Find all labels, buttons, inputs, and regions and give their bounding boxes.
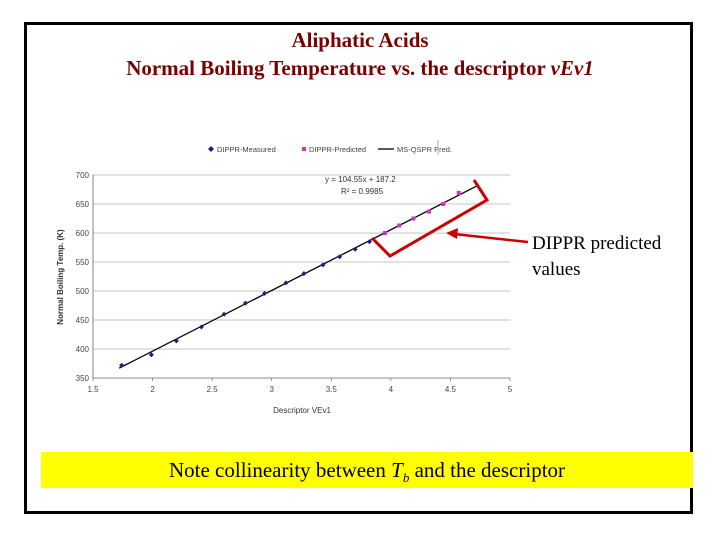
predicted-point: [397, 223, 402, 228]
x-tick-label: 2.5: [207, 385, 219, 394]
note-prefix: Note collinearity between: [168, 458, 392, 482]
measured-point: [337, 254, 343, 260]
note-symbol: T: [391, 458, 403, 482]
chart-tick-labels: 350 400 450 500 550 600 650 700 1.5 2 2.5 3 3.5 4 4.5 5: [76, 171, 513, 394]
callout-line2: values: [532, 259, 581, 280]
note-suffix: and the descriptor: [409, 458, 566, 482]
fit-equation: y = 104.55x + 187.2: [325, 175, 396, 184]
legend-measured-marker: [208, 146, 214, 152]
y-tick-label: 500: [76, 287, 90, 296]
predicted-point: [456, 190, 461, 195]
measured-point: [221, 311, 227, 317]
scatter-chart: 350 400 450 500 550 600 650 700 1.5 2 2.5 3 3.5 4 4.5 5…: [56, 140, 513, 415]
x-tick-label: 5: [508, 385, 513, 394]
note-banner: Note collinearity between Tb and the des…: [41, 452, 693, 488]
measured-point: [243, 300, 249, 306]
fit-line: [118, 185, 477, 369]
subtitle-text: Normal Boiling Temperature vs. the descr…: [126, 56, 551, 80]
chart-legend: DIPPR-Measured DIPPR-Predicted MS-QSPR P…: [208, 140, 452, 155]
measured-point: [320, 262, 326, 268]
x-tick-label: 2: [150, 385, 155, 394]
measured-point: [173, 338, 179, 344]
callout-text: DIPPR predicted values: [532, 231, 661, 283]
measured-point: [366, 239, 372, 245]
y-tick-label: 400: [76, 345, 90, 354]
measured-point: [352, 246, 358, 252]
slide-title: Aliphatic Acids: [291, 28, 429, 52]
x-axis-label: Descriptor VEv1: [273, 406, 331, 415]
y-tick-label: 700: [76, 171, 90, 180]
chart-grid: [93, 174, 510, 350]
y-tick-label: 450: [76, 316, 90, 325]
chart-points: [119, 190, 461, 368]
predicted-point: [411, 216, 416, 221]
x-tick-label: 4: [389, 385, 394, 394]
slide-subtitle: Normal Boiling Temperature vs. the descr…: [0, 56, 720, 80]
subtitle-descriptor: vEv1: [550, 56, 594, 80]
predicted-point: [426, 209, 431, 214]
measured-point: [119, 362, 125, 368]
slide-frame: [24, 22, 693, 514]
measured-point: [283, 280, 289, 286]
callout-arrow-line: [453, 232, 529, 244]
measured-point: [198, 324, 204, 330]
callout-arrow-head: [446, 228, 458, 239]
y-tick-label: 600: [76, 229, 90, 238]
y-tick-label: 650: [76, 200, 90, 209]
y-tick-label: 550: [76, 258, 90, 267]
predicted-point: [441, 202, 446, 206]
measured-point: [301, 271, 307, 277]
x-tick-label: 3.5: [326, 385, 338, 394]
measured-point: [262, 290, 268, 296]
legend-measured-label: DIPPR-Measured: [217, 145, 276, 154]
chart-axes: [92, 175, 511, 381]
x-tick-label: 4.5: [445, 385, 457, 394]
legend-predicted-marker: [302, 147, 306, 151]
measured-point: [148, 352, 154, 358]
x-tick-label: 1.5: [87, 385, 99, 394]
predicted-point: [382, 231, 387, 235]
legend-predicted-label: DIPPR-Predicted: [309, 145, 366, 154]
y-axis-label: Normal Boiling Temp. (K): [56, 229, 65, 325]
legend-fit-label: MS-QSPR Pred.: [397, 145, 452, 154]
note-subscript: b: [402, 470, 410, 486]
x-tick-label: 3: [269, 385, 274, 394]
y-tick-label: 350: [76, 374, 90, 383]
callout-bracket: [370, 179, 490, 258]
fit-r-squared: R² = 0.9985: [341, 187, 384, 196]
callout-line1: DIPPR predicted: [532, 233, 662, 254]
